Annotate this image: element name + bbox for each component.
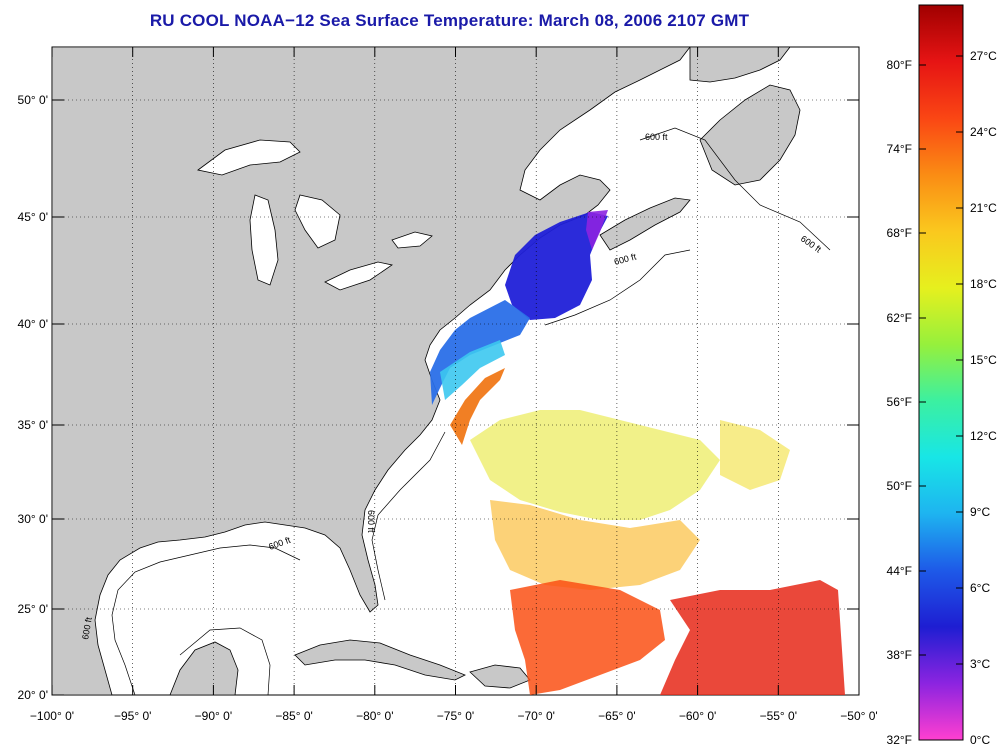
lat-label: 20° 0' [18,688,48,702]
lat-label: 35° 0' [18,418,48,432]
latitude-labels: 50° 0' 45° 0' 40° 0' 35° 0' 30° 0' 25° 0' 20° … [18,93,48,702]
land-newfoundland [699,84,801,186]
colorbar-f-label: 38°F [887,648,912,662]
depth-label: 600 ft [80,616,94,640]
colorbar-f-label: 80°F [887,58,912,72]
colorbar: 80°F 74°F 68°F 62°F 56°F 50°F 44°F 38°F 32°F 27°… [887,4,997,747]
lat-label: 40° 0' [18,317,48,331]
lon-label: −75° 0' [437,709,474,723]
colorbar-c-label: 24°C [970,125,997,139]
colorbar-bar [918,4,964,741]
colorbar-c-label: 15°C [970,353,997,367]
lon-label: −80° 0' [356,709,393,723]
colorbar-c-label: 3°C [970,657,990,671]
lat-label: 45° 0' [18,210,48,224]
colorbar-c-label: 0°C [970,733,990,747]
colorbar-c-label: 18°C [970,277,997,291]
lon-label: −50° 0' [840,709,877,723]
lon-label: −85° 0' [275,709,312,723]
lon-label: −90° 0' [195,709,232,723]
axis-ticks [51,47,860,696]
depth-label: 600 ft [645,132,668,142]
colorbar-f-label: 50°F [887,479,912,493]
lake-erie [324,261,393,291]
sst-region-gulf-of-maine-edge [586,210,608,250]
land-north-america [52,47,691,695]
lake-huron [294,194,341,249]
lat-label: 25° 0' [18,602,48,616]
lake-ontario [391,231,433,249]
land-labrador [689,47,791,83]
lat-label: 50° 0' [18,93,48,107]
sst-region-sargasso [470,410,720,520]
lon-label: −55° 0' [760,709,797,723]
colorbar-f-label: 44°F [887,564,912,578]
colorbar-f-label: 56°F [887,395,912,409]
lon-label: −65° 0' [598,709,635,723]
sst-region-east-patch [720,420,790,490]
sst-region-mid-atlantic-shelf [430,300,530,405]
sst-region-gulf-of-maine [505,212,608,320]
sst-region-gulf-stream-core [450,368,505,445]
colorbar-celsius-labels: 27°C 24°C 21°C 18°C 15°C 12°C 9°C 6°C 3°C 0°C [956,49,997,747]
colorbar-c-label: 6°C [970,581,990,595]
colorbar-c-label: 9°C [970,505,990,519]
colorbar-fahrenheit-labels: 80°F 74°F 68°F 62°F 56°F 50°F 44°F 38°F 32°F [887,58,926,747]
lake-superior [197,139,301,176]
longitude-labels: −100° 0' −95° 0' −90° 0' −85° 0' −80° 0' −75°… [30,709,878,723]
sst-region-shelf-cyan [440,340,505,400]
colorbar-c-label: 27°C [970,49,997,63]
sst-region-southern-red [660,580,845,695]
depth-label: 600 ft [366,510,376,533]
colorbar-f-label: 74°F [887,142,912,156]
lon-label: −100° 0' [30,709,74,723]
map-title: RU COOL NOAA−12 Sea Surface Temperature:… [149,11,750,30]
graticule [52,47,859,695]
lon-label: −95° 0' [114,709,151,723]
lon-label: −60° 0' [679,709,716,723]
land-cuba [294,639,466,681]
lat-label: 30° 0' [18,512,48,526]
colorbar-f-label: 62°F [887,311,912,325]
great-lakes [197,139,433,291]
isobath-600ft [111,127,831,695]
sst-imagery [430,210,845,695]
colorbar-f-label: 32°F [887,733,912,747]
sst-region-sargasso-orange [490,500,700,590]
lake-michigan [249,194,279,286]
land-yucatan [169,641,239,695]
colorbar-c-label: 12°C [970,429,997,443]
lon-label: −70° 0' [517,709,554,723]
land-nova-scotia [599,197,691,251]
colorbar-c-label: 21°C [970,201,997,215]
colorbar-f-label: 68°F [887,226,912,240]
